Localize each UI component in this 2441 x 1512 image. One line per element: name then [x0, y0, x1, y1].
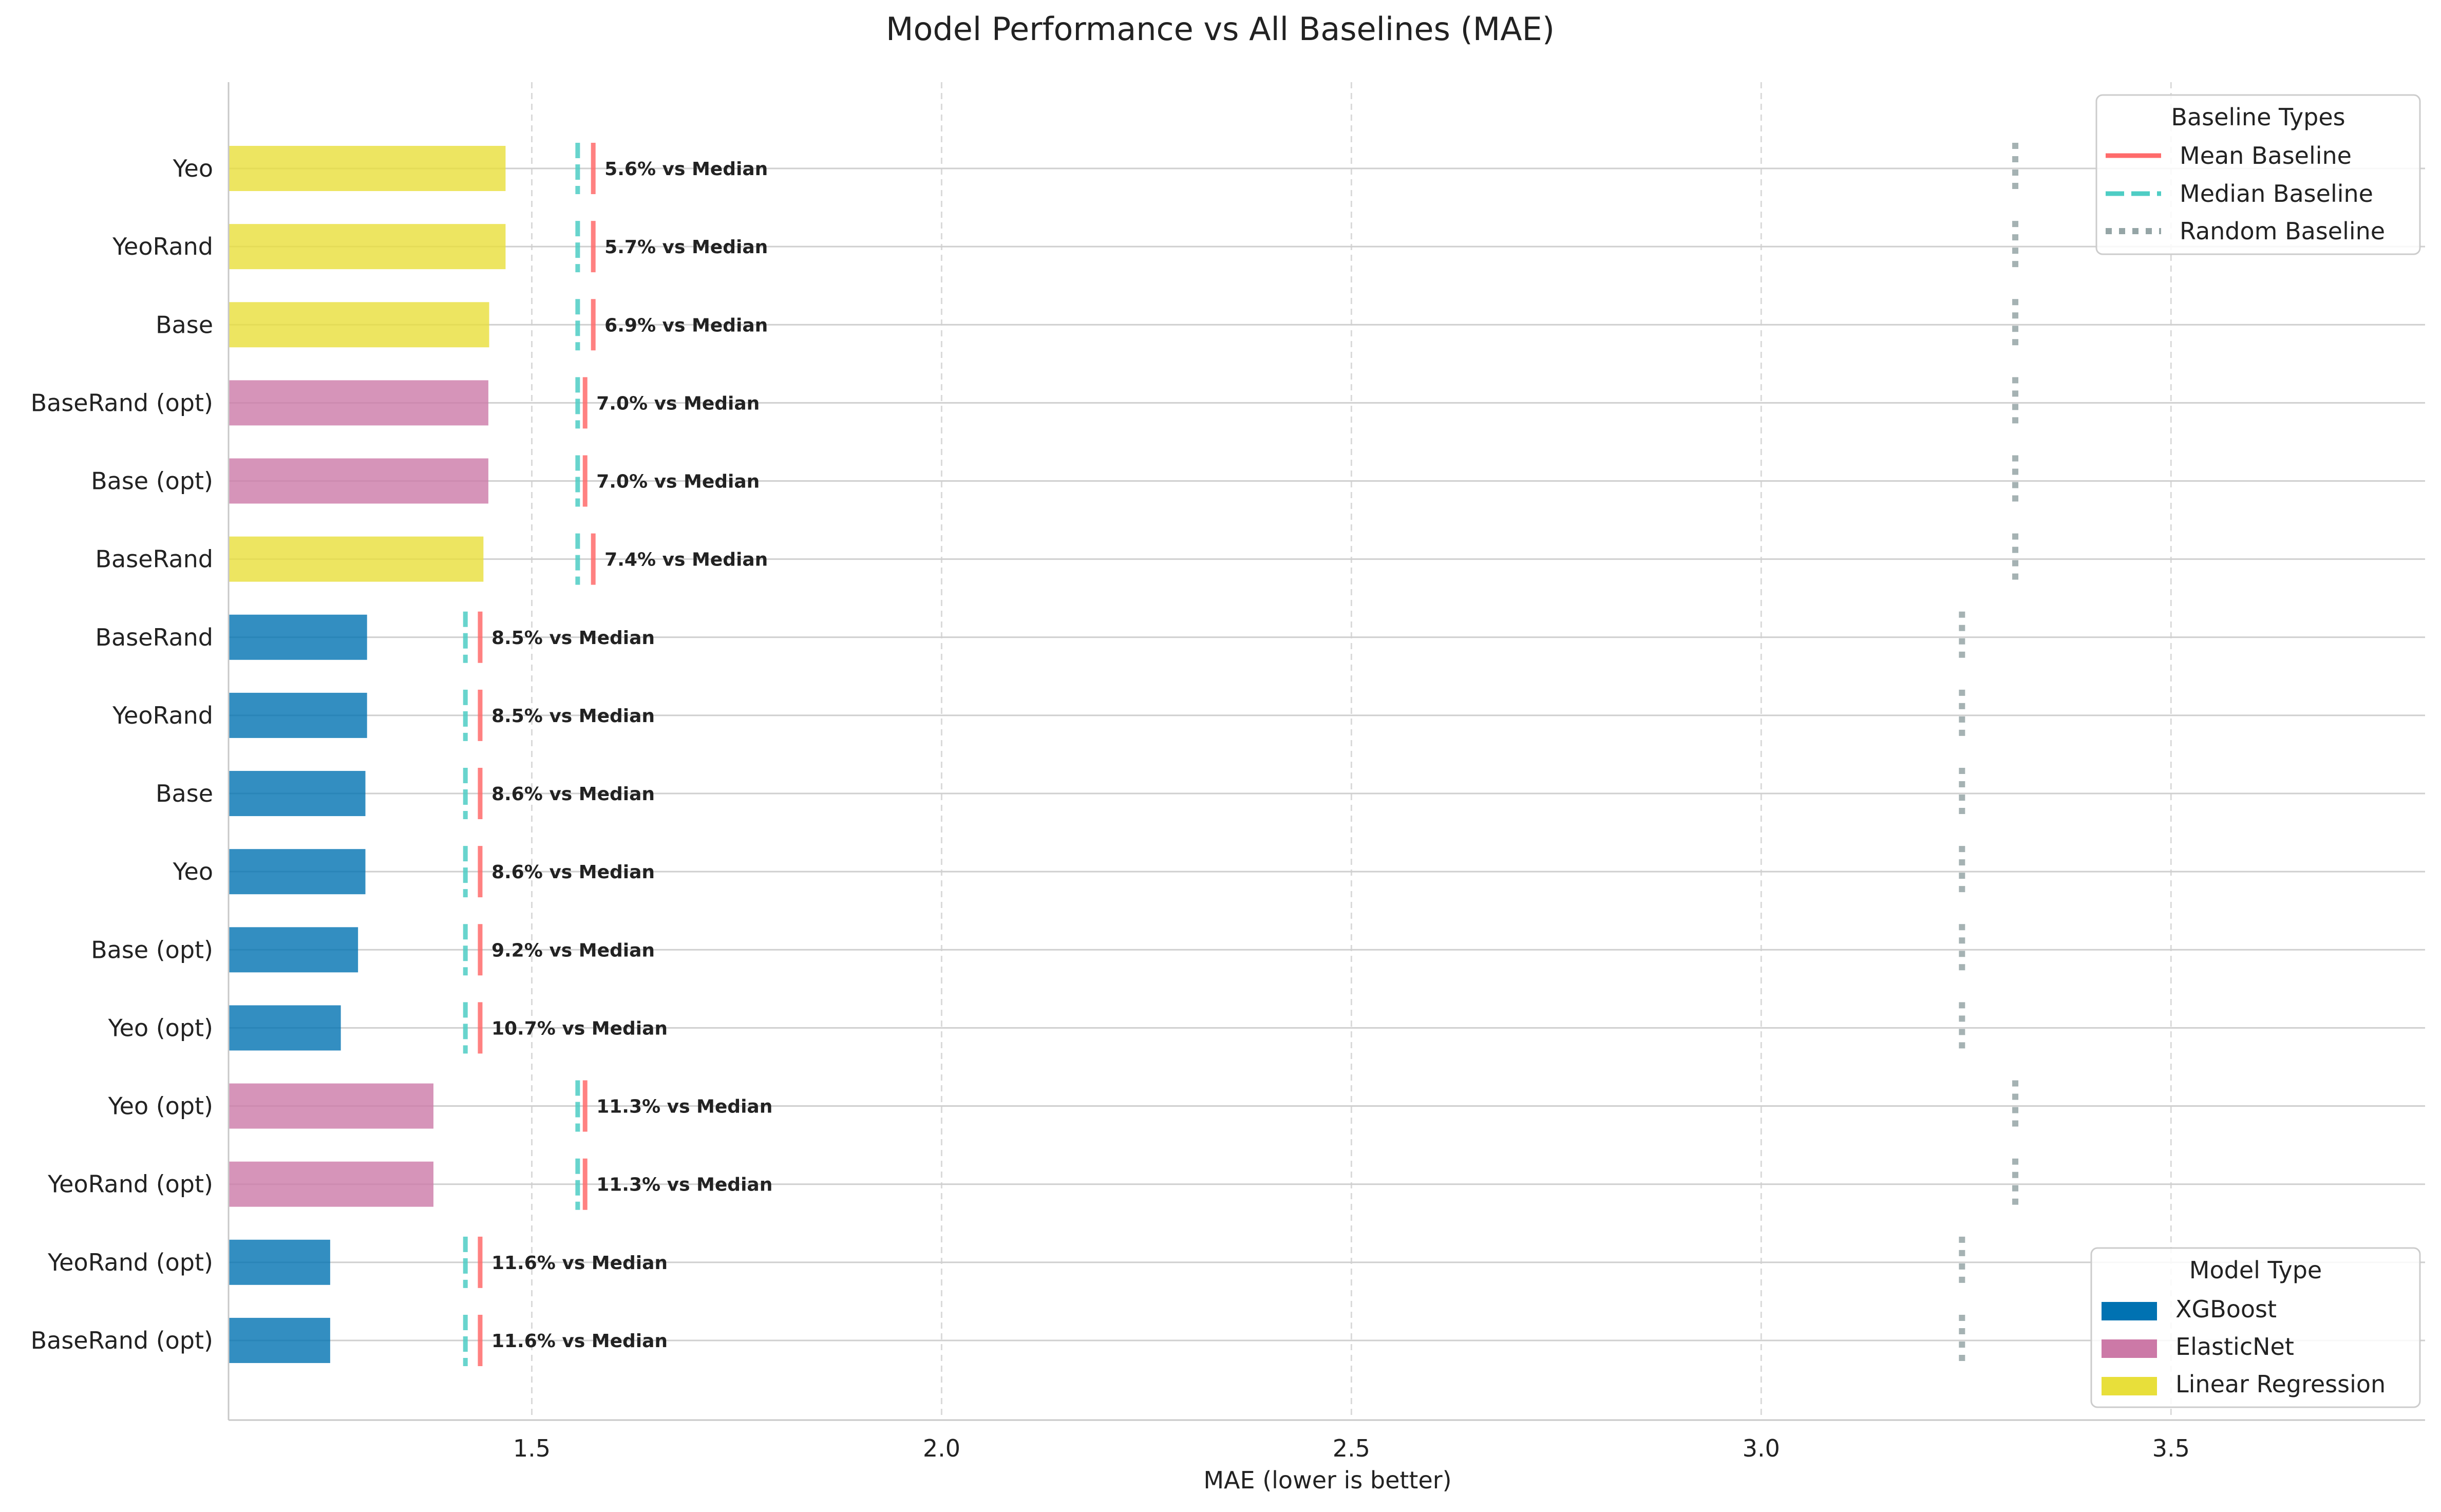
grid-layer	[531, 82, 2172, 1420]
y-tick-label: BaseRand (opt)	[31, 389, 213, 417]
x-tick-label: 2.0	[923, 1434, 960, 1462]
improvement-label: 5.6% vs Median	[604, 159, 768, 180]
legend-model-frame	[2090, 1247, 2421, 1408]
bar	[229, 380, 488, 426]
annotation-layer: 5.6% vs Median 5.7% vs Median 6.9% vs Medi…	[491, 159, 772, 1352]
bar	[229, 1161, 433, 1207]
bar	[229, 536, 484, 582]
improvement-label: 6.9% vs Median	[604, 315, 768, 336]
y-tick-label: Yeo	[173, 155, 213, 182]
bar	[229, 927, 358, 973]
bar-layer	[229, 146, 506, 1363]
bar	[229, 1239, 330, 1285]
baseline-layer	[463, 143, 2019, 1366]
x-tick-label: 1.5	[513, 1434, 551, 1462]
improvement-label: 7.0% vs Median	[596, 393, 760, 414]
x-tick-label: 3.5	[2152, 1434, 2190, 1462]
y-tick-label: BaseRand (opt)	[31, 1327, 213, 1354]
bar	[229, 224, 506, 270]
legend-elasticnet-swatch	[2102, 1339, 2157, 1358]
improvement-label: 11.6% vs Median	[491, 1331, 668, 1352]
improvement-label: 10.7% vs Median	[491, 1018, 668, 1039]
legend-model-title: Model Type	[2189, 1256, 2322, 1284]
bar	[229, 771, 366, 817]
improvement-label: 9.2% vs Median	[491, 940, 655, 961]
x-tick-label: 3.0	[1743, 1434, 1780, 1462]
legend-xgboost-swatch	[2102, 1302, 2157, 1320]
improvement-label: 11.3% vs Median	[596, 1097, 772, 1118]
y-tick-label: BaseRand	[95, 545, 213, 573]
y-tick-label: Base	[156, 311, 213, 338]
y-tick-label: YeoRand	[112, 233, 213, 260]
y-tick-label: BaseRand	[95, 623, 213, 651]
y-tick-label-layer: Yeo YeoRand Base BaseRand (opt) Base (opt) Ba…	[31, 155, 213, 1354]
improvement-label: 8.6% vs Median	[491, 784, 655, 805]
improvement-label: 11.3% vs Median	[596, 1175, 772, 1196]
y-tick-label: Base (opt)	[91, 936, 213, 963]
y-tick-label: Yeo (opt)	[108, 1092, 213, 1120]
improvement-label: 8.6% vs Median	[491, 862, 655, 883]
axis-layer	[228, 82, 2425, 1421]
legend-linear-regression-swatch	[2102, 1377, 2157, 1395]
x-axis-label: MAE (lower is better)	[1203, 1466, 1451, 1494]
bar	[229, 458, 488, 504]
bar	[229, 146, 506, 191]
improvement-label: 8.5% vs Median	[491, 628, 655, 649]
y-tick-label: YeoRand (opt)	[47, 1249, 213, 1276]
y-tick-label: Base (opt)	[91, 467, 213, 495]
chart-title: Model Performance vs All Baselines (MAE)	[886, 10, 1555, 48]
improvement-label: 8.5% vs Median	[491, 706, 655, 727]
legend-baseline-types: Baseline Types Mean Baseline Median Base…	[2095, 94, 2421, 255]
y-tick-label: YeoRand	[112, 702, 213, 729]
y-tick-label: Yeo	[173, 858, 213, 885]
bar	[229, 1005, 341, 1051]
bar	[229, 1083, 433, 1129]
bar	[229, 692, 367, 738]
x-tick-label-layer: 1.5 2.0 2.5 3.0 3.5	[513, 1434, 2190, 1462]
row-line-layer	[229, 167, 2425, 1341]
bar	[229, 302, 489, 348]
improvement-label: 7.4% vs Median	[604, 550, 768, 571]
legend-elasticnet-label: ElasticNet	[2175, 1333, 2294, 1360]
legend-baseline-title: Baseline Types	[2171, 103, 2345, 131]
legend-median-label: Median Baseline	[2180, 180, 2373, 207]
improvement-label: 11.6% vs Median	[491, 1253, 668, 1274]
improvement-label: 5.7% vs Median	[604, 237, 768, 258]
legend-random-label: Random Baseline	[2180, 217, 2385, 245]
improvement-label: 7.0% vs Median	[596, 471, 760, 493]
legend-linear-regression-label: Linear Regression	[2175, 1370, 2386, 1398]
y-tick-label: Base	[156, 780, 213, 807]
bar	[229, 614, 367, 660]
y-tick-label: YeoRand (opt)	[47, 1170, 213, 1198]
y-tick-label: Yeo (opt)	[108, 1014, 213, 1042]
legend-model-type: Model Type XGBoost ElasticNet Linear Reg…	[2090, 1247, 2421, 1408]
x-tick-label: 2.5	[1333, 1434, 1370, 1462]
bar	[229, 849, 366, 895]
bar	[229, 1317, 330, 1363]
legend-baseline-frame	[2095, 94, 2421, 255]
legend-mean-label: Mean Baseline	[2180, 142, 2352, 169]
legend-xgboost-label: XGBoost	[2175, 1295, 2277, 1323]
